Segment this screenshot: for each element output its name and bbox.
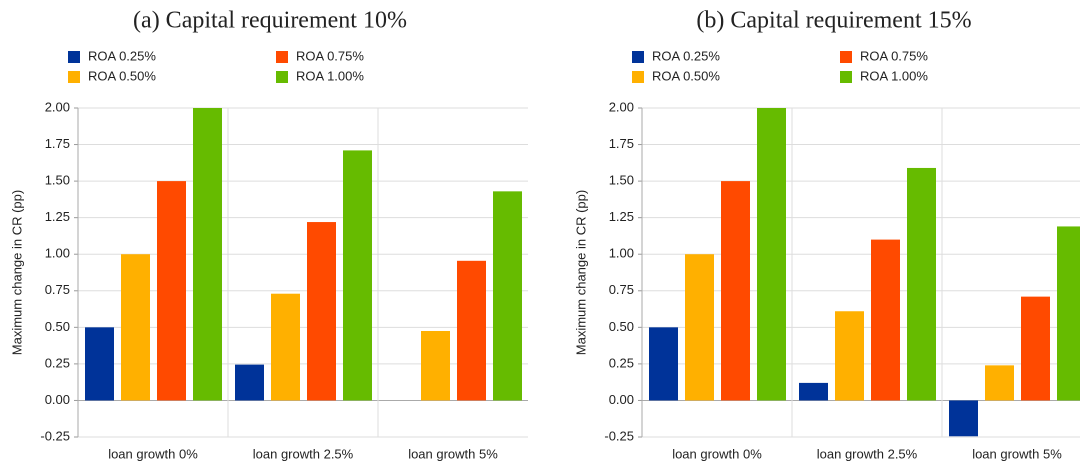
chart-title: (b) Capital requirement 15% bbox=[696, 8, 971, 34]
bar bbox=[871, 239, 900, 401]
y-tick-label: 2.00 bbox=[609, 99, 634, 114]
bar bbox=[457, 260, 486, 401]
legend-label: ROA 1.00% bbox=[296, 68, 364, 83]
legend-label: ROA 0.75% bbox=[860, 48, 928, 63]
legend-label: ROA 0.50% bbox=[652, 68, 720, 83]
legend-label: ROA 0.25% bbox=[652, 48, 720, 63]
y-tick-label: 0.25 bbox=[45, 355, 70, 370]
legend-swatch bbox=[632, 71, 644, 83]
legend-label: ROA 0.25% bbox=[88, 48, 156, 63]
y-tick-label: 1.75 bbox=[609, 136, 634, 151]
bar bbox=[343, 150, 372, 401]
legend-label: ROA 1.00% bbox=[860, 68, 928, 83]
y-tick-label: 1.75 bbox=[45, 136, 70, 151]
legend-swatch bbox=[276, 71, 288, 83]
y-tick-label: 0.00 bbox=[45, 392, 70, 407]
bar bbox=[157, 181, 186, 401]
y-tick-label: 1.50 bbox=[45, 173, 70, 188]
bar bbox=[307, 222, 336, 401]
legend-swatch bbox=[68, 51, 80, 63]
bar bbox=[949, 400, 978, 437]
x-tick-label: loan growth 5% bbox=[408, 446, 498, 461]
bar bbox=[1057, 226, 1080, 401]
y-tick-label: 0.00 bbox=[609, 392, 634, 407]
y-tick-label: -0.25 bbox=[604, 428, 634, 443]
bar bbox=[85, 327, 114, 401]
bar bbox=[649, 327, 678, 401]
x-tick-label: loan growth 2.5% bbox=[817, 446, 918, 461]
y-tick-label: 0.50 bbox=[609, 319, 634, 334]
bar bbox=[235, 364, 264, 401]
legend-swatch bbox=[840, 71, 852, 83]
y-tick-label: 1.50 bbox=[609, 173, 634, 188]
bar bbox=[757, 108, 786, 401]
y-tick-label: 2.00 bbox=[45, 99, 70, 114]
y-axis-label: Maximum change in CR (pp) bbox=[573, 190, 588, 355]
legend-swatch bbox=[632, 51, 644, 63]
y-axis-label: Maximum change in CR (pp) bbox=[9, 190, 24, 355]
bar bbox=[193, 108, 222, 401]
legend-swatch bbox=[68, 71, 80, 83]
bar bbox=[721, 181, 750, 401]
y-tick-label: 1.00 bbox=[609, 246, 634, 261]
x-tick-label: loan growth 5% bbox=[972, 446, 1062, 461]
bar bbox=[985, 365, 1014, 401]
bar bbox=[799, 382, 828, 401]
x-tick-label: loan growth 2.5% bbox=[253, 446, 354, 461]
bar bbox=[835, 311, 864, 401]
legend-swatch bbox=[276, 51, 288, 63]
bar bbox=[685, 254, 714, 401]
y-tick-label: 1.25 bbox=[45, 209, 70, 224]
legend-label: ROA 0.75% bbox=[296, 48, 364, 63]
x-tick-label: loan growth 0% bbox=[108, 446, 198, 461]
bar bbox=[121, 254, 150, 401]
legend-swatch bbox=[840, 51, 852, 63]
bar bbox=[421, 330, 450, 401]
y-tick-label: 0.75 bbox=[45, 282, 70, 297]
bar bbox=[1021, 296, 1050, 401]
chart-title: (a) Capital requirement 10% bbox=[133, 8, 407, 34]
bar bbox=[907, 167, 936, 401]
bar bbox=[493, 191, 522, 401]
y-tick-label: 0.50 bbox=[45, 319, 70, 334]
x-tick-label: loan growth 0% bbox=[672, 446, 762, 461]
y-tick-label: 1.00 bbox=[45, 246, 70, 261]
y-tick-label: 0.75 bbox=[609, 282, 634, 297]
bar bbox=[271, 293, 300, 401]
y-tick-label: -0.25 bbox=[40, 428, 70, 443]
y-tick-label: 0.25 bbox=[609, 355, 634, 370]
legend-label: ROA 0.50% bbox=[88, 68, 156, 83]
y-tick-label: 1.25 bbox=[609, 209, 634, 224]
